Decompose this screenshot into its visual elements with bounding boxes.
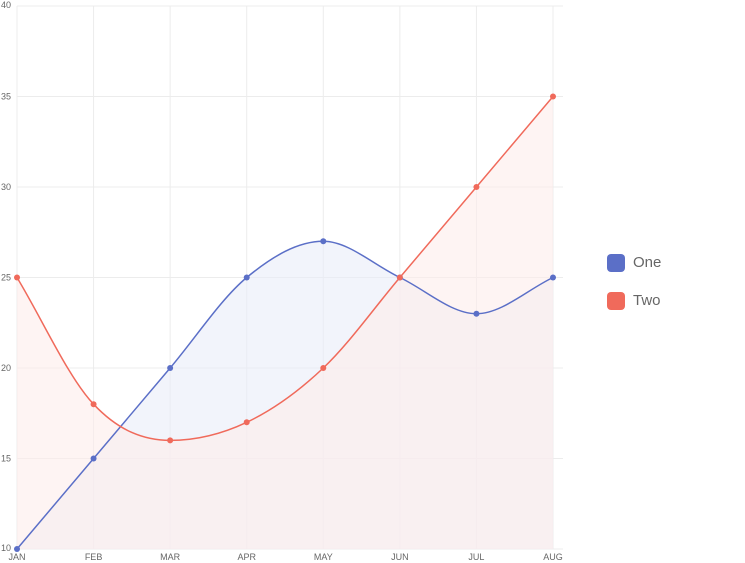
data-point-two-jun — [396, 274, 403, 281]
x-tick-label: APR — [237, 552, 256, 562]
legend-label: One — [633, 254, 662, 271]
chart-legend: One Two — [607, 253, 661, 329]
data-point-one-jan — [14, 546, 20, 552]
y-tick-label: 30 — [1, 182, 11, 192]
x-tick-label: JUN — [391, 552, 409, 562]
data-point-one-aug — [550, 274, 556, 281]
legend-swatch — [607, 291, 625, 310]
y-tick-label: 25 — [1, 273, 11, 283]
series-area-two — [17, 96, 553, 549]
y-tick-label: 40 — [1, 0, 11, 10]
data-point-one-mar — [167, 365, 174, 371]
legend-item-one[interactable]: One — [607, 253, 661, 272]
x-tick-label: JUL — [468, 552, 484, 562]
data-point-two-apr — [243, 419, 250, 426]
x-tick-label: AUG — [543, 552, 563, 562]
data-point-two-may — [320, 365, 327, 371]
y-tick-label: 20 — [1, 363, 11, 373]
series-line-one — [16, 240, 554, 550]
y-axis-labels: 10 15 20 25 30 35 40 — [1, 0, 11, 553]
data-point-one-may — [320, 238, 327, 245]
y-tick-label: 10 — [1, 543, 11, 553]
x-axis-labels: JAN FEB MAR APR MAY JUN JUL AUG — [8, 552, 562, 562]
x-tick-label: MAY — [314, 552, 333, 562]
x-tick-label: FEB — [85, 552, 103, 562]
series-points — [14, 93, 556, 552]
data-point-two-jan — [14, 274, 20, 281]
x-tick-label: MAR — [160, 552, 181, 562]
legend-item-two[interactable]: Two — [607, 291, 661, 310]
legend-swatch — [607, 253, 625, 272]
data-point-two-jul — [473, 184, 480, 190]
data-point-two-aug — [550, 93, 556, 100]
data-point-two-mar — [167, 437, 174, 444]
legend-label: Two — [633, 292, 661, 309]
data-point-one-apr — [243, 274, 250, 281]
series-fills — [17, 96, 553, 550]
data-point-one-jul — [473, 310, 480, 317]
y-tick-label: 35 — [1, 92, 11, 102]
data-point-two-feb — [90, 401, 97, 408]
data-point-one-feb — [90, 455, 97, 462]
y-tick-label: 15 — [1, 454, 11, 464]
x-tick-label: JAN — [8, 552, 25, 562]
